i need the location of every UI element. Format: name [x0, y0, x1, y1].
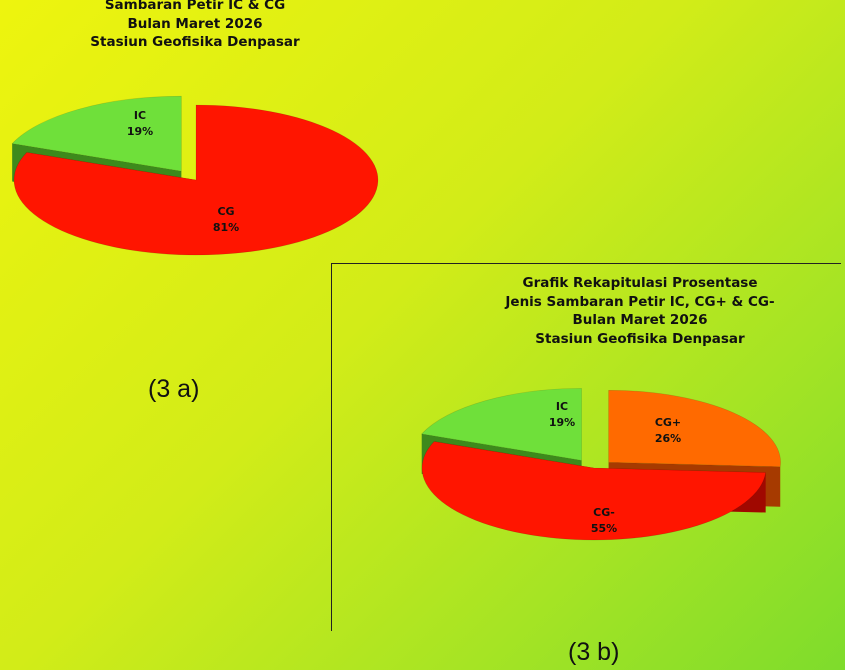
slice-value-label: 55%	[591, 522, 617, 535]
chart-b-title-line: Stasiun Geofisika Denpasar	[535, 330, 745, 347]
slice-value-label: 19%	[549, 416, 575, 429]
slice-label: CG-	[593, 506, 615, 519]
slice-label: IC	[556, 400, 568, 413]
caption-3b: (3 b)	[568, 638, 620, 666]
divider-horizontal	[331, 263, 841, 264]
pie-slice-cgplus	[608, 389, 781, 468]
pie-slice-ic	[421, 388, 582, 461]
caption-3a: (3 a)	[148, 375, 200, 403]
chart-b-title-line: Grafik Rekapitulasi Prosentase	[522, 275, 758, 291]
slice-value-label: 26%	[655, 432, 681, 445]
chart-a-title: Sambaran Petir IC & CG Bulan Maret 2026 …	[60, 0, 330, 52]
chart-a-title-line: Stasiun Geofisika Denpasar	[90, 34, 300, 50]
divider-vertical	[331, 263, 332, 631]
pie-slice-ic	[11, 95, 182, 172]
slice-label: CG	[217, 205, 234, 218]
slice-label: IC	[134, 109, 146, 122]
pie-slice-cgminus	[421, 441, 767, 541]
chart-b-title-line: Bulan Maret 2026	[572, 312, 708, 328]
chart-b-title: Grafik Rekapitulasi Prosentase Jenis Sam…	[455, 274, 825, 348]
chart-b-title-line: Jenis Sambaran Petir IC, CG+ & CG-	[505, 293, 775, 310]
slice-label: CG+	[655, 416, 681, 429]
slice-value-label: 19%	[127, 125, 153, 138]
pie-slice-cg	[13, 104, 379, 256]
chart-a-title-line: Sambaran Petir IC & CG	[104, 0, 286, 13]
chart-a-title-line: Bulan Maret 2026	[127, 15, 263, 32]
slice-value-label: 81%	[213, 221, 239, 234]
